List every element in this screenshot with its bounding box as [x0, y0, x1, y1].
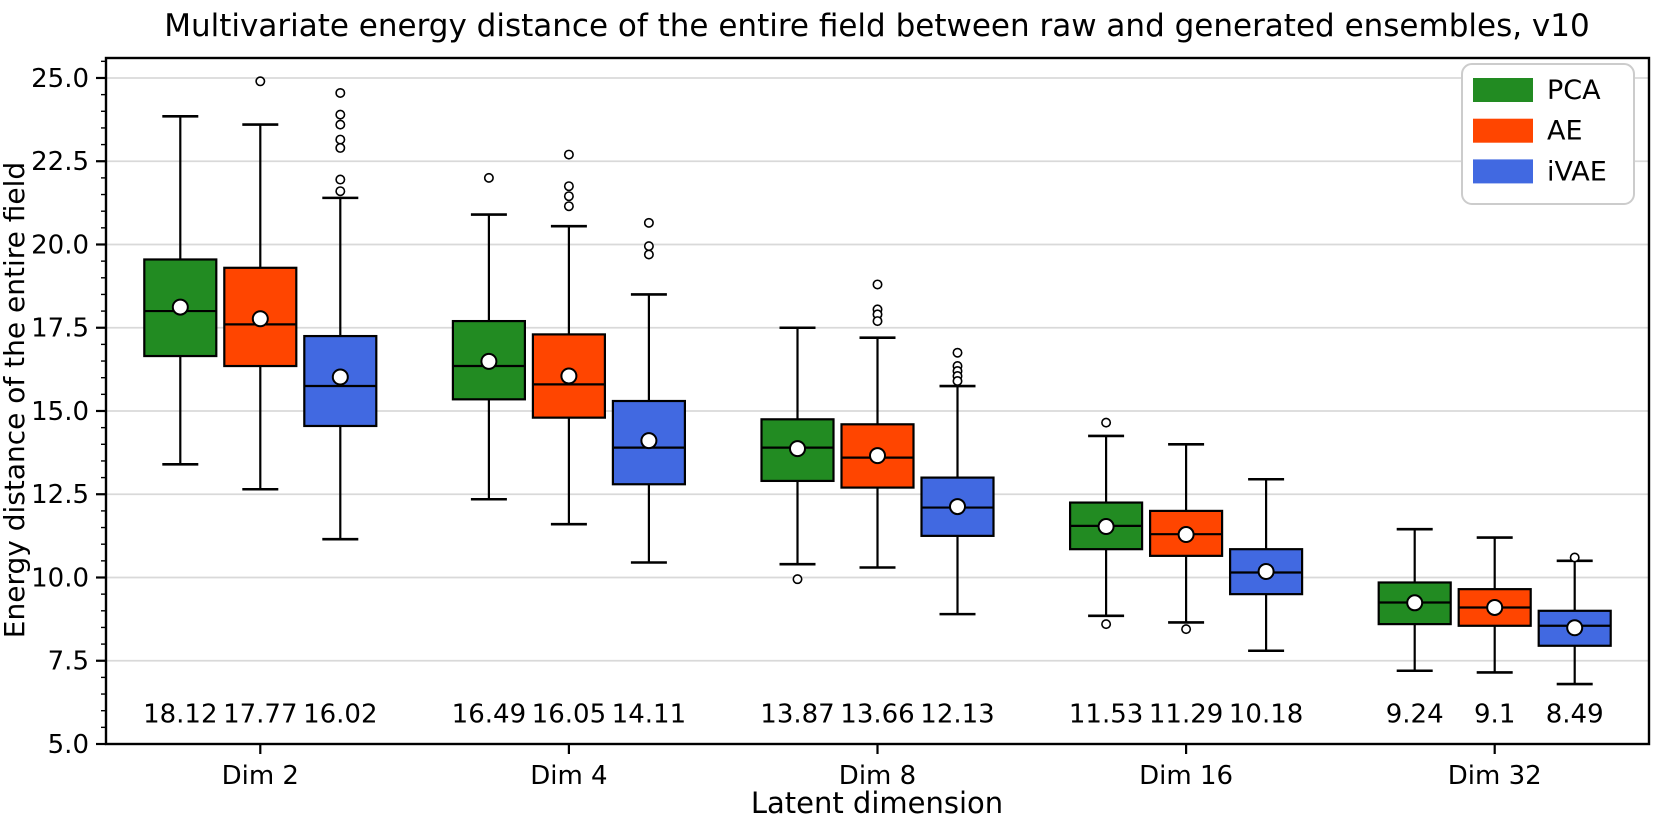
outlier-point — [335, 134, 346, 145]
x-tick-label: Dim 2 — [222, 761, 299, 791]
mean-value-label: 16.02 — [303, 699, 377, 729]
outlier-point — [563, 201, 574, 212]
chart-title: Multivariate energy distance of the enti… — [164, 8, 1589, 44]
mean-marker — [949, 498, 966, 516]
mean-marker — [480, 352, 498, 370]
x-tick-label: Dim 4 — [530, 761, 607, 791]
y-tick-label: 5.0 — [48, 730, 89, 760]
boxplot-iVAE-Dim16 — [1228, 477, 1304, 653]
mean-value-label: 16.49 — [452, 699, 526, 729]
outlier-point — [1569, 552, 1580, 563]
mean-value-label: 12.13 — [920, 699, 994, 729]
mean-marker — [640, 432, 658, 450]
outlier-point — [483, 172, 494, 183]
legend-label-AE: AE — [1547, 116, 1583, 147]
y-tick-label: 12.5 — [31, 480, 89, 510]
outlier-point — [1101, 619, 1112, 630]
outlier-point — [335, 109, 346, 120]
outlier-point — [255, 76, 266, 87]
mean-value-label: 8.49 — [1546, 699, 1604, 729]
mean-value-label: 13.87 — [760, 699, 834, 729]
boxplot-AE-Dim8 — [840, 279, 915, 569]
outlier-point — [872, 279, 883, 290]
mean-marker — [171, 298, 189, 316]
boxplot-PCA-Dim32 — [1377, 527, 1452, 673]
x-tick-label: Dim 8 — [839, 761, 916, 791]
outlier-point — [563, 149, 574, 160]
mean-marker — [1486, 598, 1504, 616]
mean-value-label: 13.66 — [840, 699, 914, 729]
mean-marker — [560, 367, 578, 385]
iqr-box — [1537, 609, 1612, 647]
y-tick-label: 7.5 — [48, 647, 89, 677]
mean-value-label: 17.77 — [223, 699, 297, 729]
x-axis-label: Latent dimension — [751, 786, 1003, 820]
boxplot-PCA-Dim4 — [451, 172, 526, 501]
mean-value-label: 16.05 — [532, 699, 606, 729]
outlier-point — [643, 241, 654, 252]
legend-label-iVAE: iVAE — [1547, 156, 1607, 187]
boxplot-iVAE-Dim4 — [611, 217, 687, 564]
y-tick-label: 22.5 — [31, 147, 89, 177]
mean-marker — [1257, 563, 1275, 581]
outlier-point — [335, 142, 346, 153]
boxplot-iVAE-Dim2 — [303, 87, 378, 541]
y-tick-label: 17.5 — [31, 314, 89, 344]
y-tick-label: 10.0 — [31, 563, 89, 593]
mean-value-label: 9.24 — [1386, 699, 1444, 729]
outlier-point — [1101, 417, 1112, 428]
y-axis-label: Energy distance of the entire field — [0, 162, 31, 638]
axes-layer: 5.0 7.5 10.0 12.5 15.0 17.5 20.0 22.5 25.0 Dim 2 D… — [31, 56, 1651, 791]
outlier-point — [335, 87, 346, 98]
mean-marker — [331, 368, 349, 386]
boxplot-AE-Dim16 — [1148, 442, 1224, 635]
x-tick-label: Dim 32 — [1448, 761, 1542, 791]
mean-marker — [869, 447, 886, 465]
legend-swatch-PCA — [1473, 78, 1533, 102]
boxplot-iVAE-Dim8 — [920, 347, 995, 616]
legend-swatch-AE — [1473, 118, 1533, 143]
x-tick-label: Dim 16 — [1139, 761, 1233, 791]
boxplot-AE-Dim2 — [223, 76, 298, 491]
outlier-point — [952, 347, 963, 358]
outlier-point — [1181, 624, 1192, 635]
outlier-point — [952, 376, 963, 387]
legend-label-PCA: PCA — [1547, 75, 1601, 106]
mean-marker — [1097, 518, 1115, 536]
mean-marker — [1406, 594, 1424, 612]
mean-value-label: 11.53 — [1069, 699, 1143, 729]
mean-value-label: 9.1 — [1474, 699, 1515, 729]
outlier-point — [335, 174, 346, 185]
y-tick-label: 25.0 — [31, 64, 89, 94]
mean-marker — [1177, 526, 1195, 544]
mean-value-label: 18.12 — [143, 699, 217, 729]
mean-marker — [789, 440, 806, 458]
mean-marker — [251, 310, 269, 328]
boxplot-PCA-Dim8 — [760, 326, 835, 585]
mean-value-label: 14.11 — [612, 699, 686, 729]
outlier-point — [335, 119, 346, 130]
mean-value-label: 11.29 — [1149, 699, 1223, 729]
boxplot-PCA-Dim16 — [1068, 417, 1144, 630]
outlier-point — [643, 249, 654, 260]
y-tick-label: 15.0 — [31, 397, 89, 427]
outlier-point — [335, 186, 346, 197]
outlier-point — [792, 574, 803, 585]
boxplot-PCA-Dim2 — [143, 114, 218, 466]
boxplot-AE-Dim4 — [531, 149, 607, 526]
mean-marker — [1566, 619, 1584, 637]
legend: PCA AE iVAE — [1461, 63, 1635, 205]
mean-value-label: 10.18 — [1229, 699, 1303, 729]
outlier-point — [563, 191, 574, 202]
outlier-point — [563, 181, 574, 192]
outlier-point — [872, 316, 883, 327]
legend-swatch-iVAE — [1473, 159, 1533, 184]
boxplot-AE-Dim32 — [1457, 536, 1532, 674]
outlier-point — [643, 217, 654, 228]
y-tick-label: 20.0 — [31, 230, 89, 260]
boxplot-iVAE-Dim32 — [1537, 552, 1612, 686]
